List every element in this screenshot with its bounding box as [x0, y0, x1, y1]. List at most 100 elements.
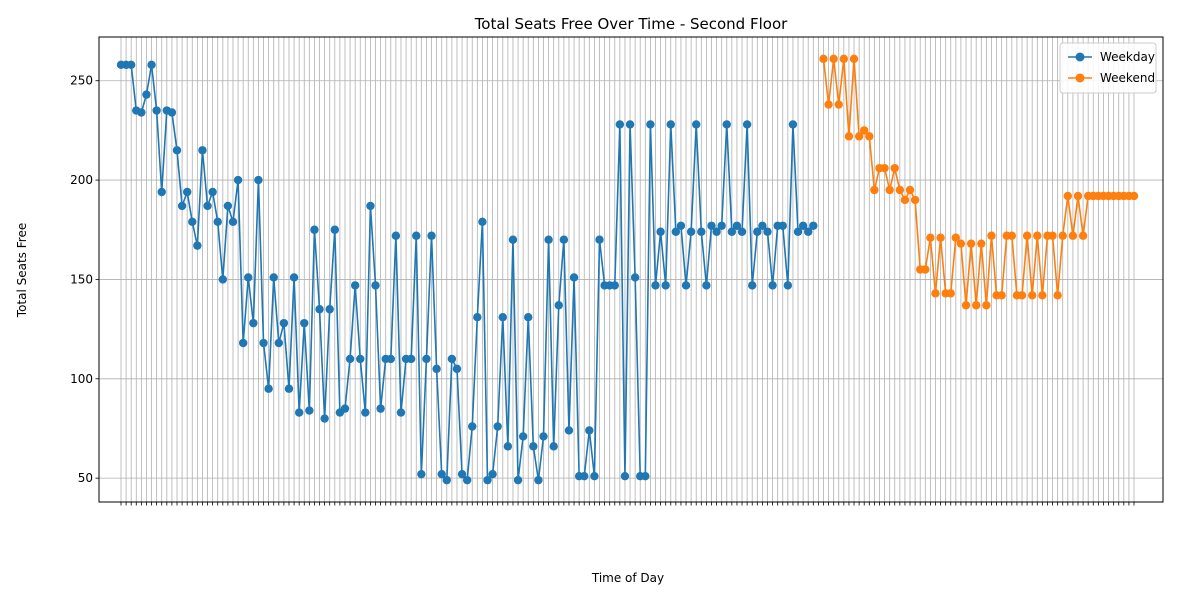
- data-point: [483, 475, 492, 485]
- data-point: [1078, 231, 1088, 240]
- data-point: [646, 120, 655, 129]
- data-point: [554, 301, 563, 310]
- data-point: [386, 354, 395, 364]
- data-point: [890, 163, 899, 173]
- x-axis: [120, 502, 1135, 506]
- data-point: [417, 469, 426, 479]
- data-point: [666, 120, 675, 129]
- data-point: [172, 146, 182, 155]
- data-point: [880, 163, 889, 173]
- data-point: [422, 354, 431, 364]
- data-point: [468, 422, 477, 431]
- data-point: [804, 227, 813, 236]
- data-point: [676, 221, 686, 230]
- data-point: [137, 108, 146, 117]
- data-point: [651, 281, 660, 290]
- y-tick-label: 150: [70, 272, 93, 286]
- data-point: [177, 201, 187, 211]
- data-point: [900, 195, 910, 205]
- data-point: [630, 273, 640, 282]
- data-point: [498, 312, 507, 322]
- data-point: [529, 442, 538, 451]
- data-point: [126, 60, 136, 70]
- data-point: [233, 175, 243, 185]
- data-point: [656, 227, 665, 236]
- y-tick-label: 50: [78, 471, 93, 485]
- data-point: [457, 469, 467, 479]
- data-point: [228, 217, 238, 227]
- plot-frame: [98, 36, 1164, 503]
- data-point: [727, 227, 737, 236]
- data-point: [1027, 291, 1037, 300]
- data-point: [671, 227, 681, 236]
- y-tick-label: 100: [70, 372, 93, 386]
- data-point: [412, 231, 421, 240]
- data-point: [697, 227, 706, 236]
- data-point: [544, 235, 553, 244]
- legend: Weekday Weekend: [1059, 42, 1157, 94]
- data-point: [350, 281, 360, 290]
- data-point: [966, 239, 976, 248]
- data-point: [620, 471, 630, 481]
- data-point: [569, 273, 579, 282]
- data-point: [193, 241, 202, 250]
- data-point: [681, 281, 691, 290]
- data-point: [885, 185, 894, 195]
- data-point: [921, 265, 930, 274]
- data-point: [488, 469, 497, 479]
- data-point: [844, 132, 854, 141]
- data-point: [686, 227, 696, 236]
- data-point: [345, 354, 355, 364]
- data-point: [946, 289, 955, 298]
- data-point: [371, 281, 380, 290]
- data-point: [157, 187, 166, 197]
- data-point: [595, 235, 604, 244]
- data-point: [478, 217, 487, 227]
- data-point: [518, 432, 528, 441]
- data-point: [707, 221, 716, 230]
- data-point: [208, 187, 217, 197]
- data-point: [524, 312, 533, 322]
- data-point: [1022, 231, 1032, 240]
- chart-title: Total Seats Free Over Time - Second Floo…: [474, 15, 788, 33]
- data-point: [692, 120, 701, 129]
- data-point: [376, 404, 385, 413]
- data-point: [895, 185, 905, 195]
- legend-weekday-label: Weekday: [1100, 50, 1155, 64]
- data-point: [198, 146, 207, 155]
- data-point: [330, 225, 339, 234]
- legend-weekend-marker: [1075, 73, 1085, 83]
- data-point: [748, 281, 757, 290]
- data-point: [982, 301, 991, 310]
- data-point: [218, 275, 228, 284]
- data-point: [972, 301, 981, 310]
- data-point: [712, 227, 721, 236]
- data-point: [997, 291, 1006, 300]
- data-point: [361, 408, 370, 417]
- data-point: [284, 384, 294, 393]
- data-point: [264, 384, 273, 393]
- data-point: [819, 54, 828, 64]
- y-axis: 50 100 150 200 250: [70, 74, 99, 485]
- data-point: [182, 187, 192, 197]
- series-weekend: [819, 54, 1139, 310]
- data-point: [259, 338, 268, 348]
- data-point: [661, 281, 670, 290]
- data-point: [829, 54, 838, 64]
- data-point: [462, 475, 472, 485]
- y-axis-label: Total Seats Free: [15, 223, 29, 318]
- data-point: [396, 408, 406, 417]
- data-point: [763, 227, 772, 236]
- data-point: [152, 106, 161, 115]
- data-point: [1017, 291, 1027, 300]
- data-point: [580, 471, 589, 481]
- data-point: [534, 475, 543, 485]
- data-point: [203, 201, 212, 211]
- data-point: [849, 54, 859, 64]
- data-point: [564, 426, 574, 435]
- data-point: [559, 235, 569, 244]
- data-point: [778, 221, 787, 230]
- data-point: [406, 354, 416, 364]
- y-tick-label: 250: [70, 74, 93, 88]
- data-point: [249, 318, 258, 328]
